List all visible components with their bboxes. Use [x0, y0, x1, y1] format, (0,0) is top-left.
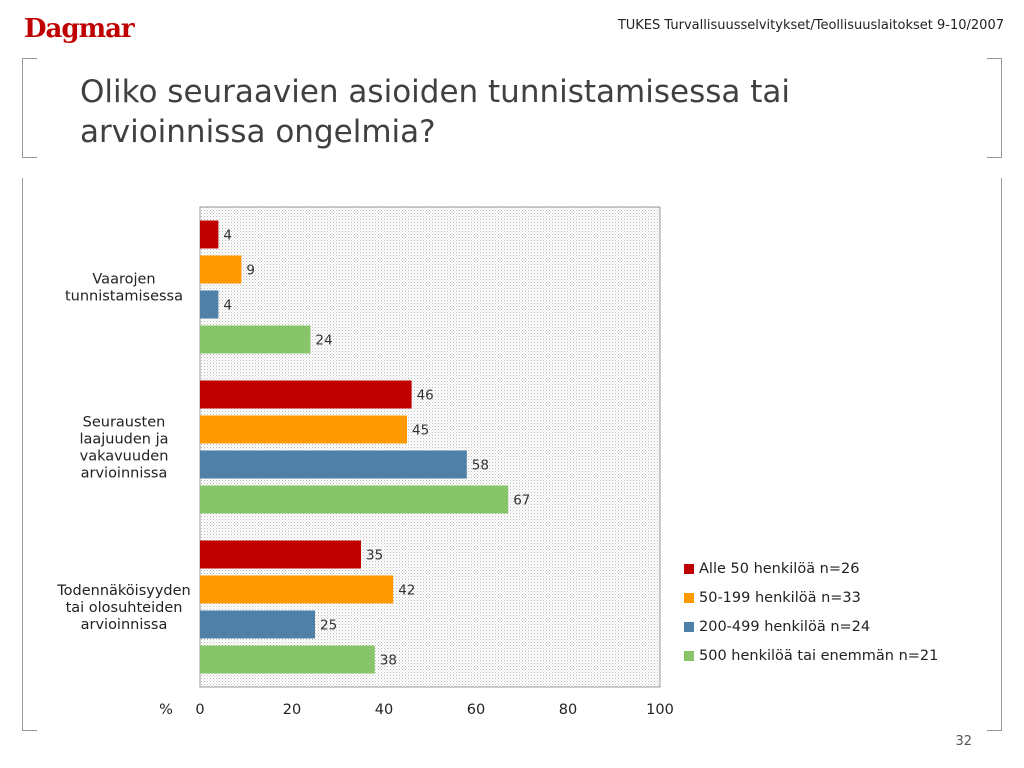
legend-item: 50-199 henkilöä n=33: [684, 583, 938, 612]
data-label: 46: [417, 388, 434, 404]
source-caption: TUKES Turvallisuusselvitykset/Teollisuus…: [617, 18, 1004, 33]
bar: [200, 415, 407, 444]
legend-label: 200-499 henkilöä n=24: [699, 618, 871, 635]
bar: [200, 380, 412, 409]
data-label: 38: [380, 653, 397, 669]
frame-corner-bottom-right: [987, 178, 1002, 731]
legend-label: Alle 50 henkilöä n=26: [699, 560, 860, 577]
legend-swatch: [684, 650, 694, 661]
data-label: 58: [472, 458, 489, 474]
legend-swatch: [684, 592, 694, 603]
category-label: Todennäköisyyden tai olosuhteiden arvioinn…: [56, 583, 190, 633]
legend-item: 500 henkilöä tai enemmän n=21: [684, 641, 938, 670]
data-label: 4: [223, 298, 232, 314]
x-tick-label: 0: [195, 702, 204, 718]
x-axis-label: %: [159, 702, 173, 718]
data-label: 35: [366, 548, 383, 564]
chart-legend: Alle 50 henkilöä n=26 50-199 henkilöä n=3…: [684, 554, 938, 670]
dagmar-logo: Dagmar: [24, 14, 135, 44]
slide-title: Oliko seuraavien asioiden tunnistamisess…: [80, 74, 790, 150]
x-tick-label: 60: [467, 702, 485, 718]
data-label: 24: [315, 333, 332, 349]
data-label: 9: [246, 263, 255, 279]
bar: [200, 450, 467, 479]
frame-corner-top-right: [987, 58, 1002, 158]
bar: [200, 575, 394, 604]
data-label: 42: [398, 583, 415, 599]
bar: [200, 290, 219, 319]
frame-corner-top-left: [22, 58, 37, 158]
bar: [200, 255, 242, 284]
data-label: 25: [320, 618, 337, 634]
legend-item: Alle 50 henkilöä n=26: [684, 554, 938, 583]
data-label: 45: [412, 423, 429, 439]
legend-label: 500 henkilöä tai enemmän n=21: [699, 647, 939, 664]
category-label: Seurausten laajuuden ja vakavuuden arvioinn…: [79, 415, 168, 482]
bar: [200, 485, 509, 514]
data-label: 67: [513, 493, 530, 509]
page-number: 32: [955, 734, 972, 749]
x-tick-label: 80: [559, 702, 577, 718]
legend-label: 50-199 henkilöä n=33: [699, 589, 861, 606]
x-tick-label: 100: [646, 702, 674, 718]
bar: [200, 325, 311, 354]
plot-area: [199, 206, 661, 688]
data-label: 4: [223, 228, 232, 244]
legend-swatch: [684, 621, 694, 632]
frame-corner-bottom-left: [22, 178, 37, 731]
category-label: Vaarojen tunnistamisessa: [65, 272, 183, 305]
bar: [200, 645, 375, 674]
legend-swatch: [684, 563, 694, 574]
x-tick-label: 20: [283, 702, 301, 718]
bar: [200, 610, 315, 639]
bar: [200, 540, 361, 569]
legend-item: 200-499 henkilöä n=24: [684, 612, 938, 641]
x-tick-label: 40: [375, 702, 393, 718]
bar: [200, 220, 219, 249]
